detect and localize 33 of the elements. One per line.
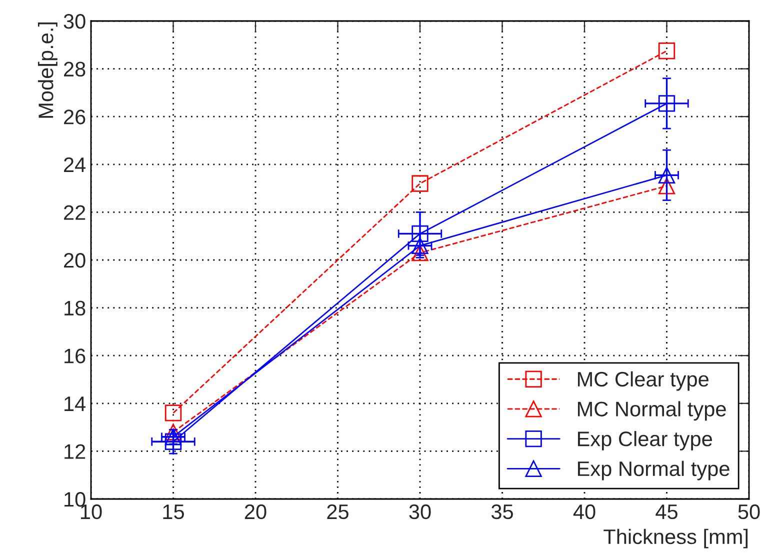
x-axis-title: Thickness [mm] xyxy=(604,528,748,548)
x-tick-label: 40 xyxy=(573,504,596,520)
point xyxy=(164,404,182,422)
y-tick-label: 12 xyxy=(64,444,86,459)
y-tick-label: 16 xyxy=(64,348,86,364)
y-axis-title: Mode[p.e.] xyxy=(38,22,58,118)
point xyxy=(164,433,182,450)
y-tick-label: 18 xyxy=(64,300,86,316)
x-tick-label: 35 xyxy=(491,504,513,520)
y-tick-label: 28 xyxy=(64,62,86,77)
x-tick-label: 50 xyxy=(738,504,760,520)
y-tick-label: 30 xyxy=(64,14,86,29)
x-tick-label: 25 xyxy=(327,504,348,520)
point xyxy=(658,42,676,60)
y-tick-label: 22 xyxy=(64,205,86,220)
legend-label: MC Normal type xyxy=(578,401,726,421)
legend-label: Exp Clear type xyxy=(578,430,712,450)
legend-label: MC Clear type xyxy=(578,371,708,391)
y-tick-label: 14 xyxy=(64,396,86,411)
point xyxy=(412,175,428,192)
point xyxy=(658,166,676,184)
y-tick-label: 26 xyxy=(64,110,86,124)
point xyxy=(658,95,676,112)
x-tick-label: 45 xyxy=(656,504,678,520)
x-tick-label: 30 xyxy=(409,504,431,520)
point xyxy=(412,237,428,254)
point xyxy=(412,225,428,242)
x-tick-label: 20 xyxy=(244,504,266,520)
y-tick-label: 24 xyxy=(64,157,86,172)
y-tick-label: 20 xyxy=(64,253,86,268)
x-tick-label: 15 xyxy=(163,504,184,520)
point xyxy=(658,178,676,194)
legend-label: Exp Normal type xyxy=(578,460,730,480)
